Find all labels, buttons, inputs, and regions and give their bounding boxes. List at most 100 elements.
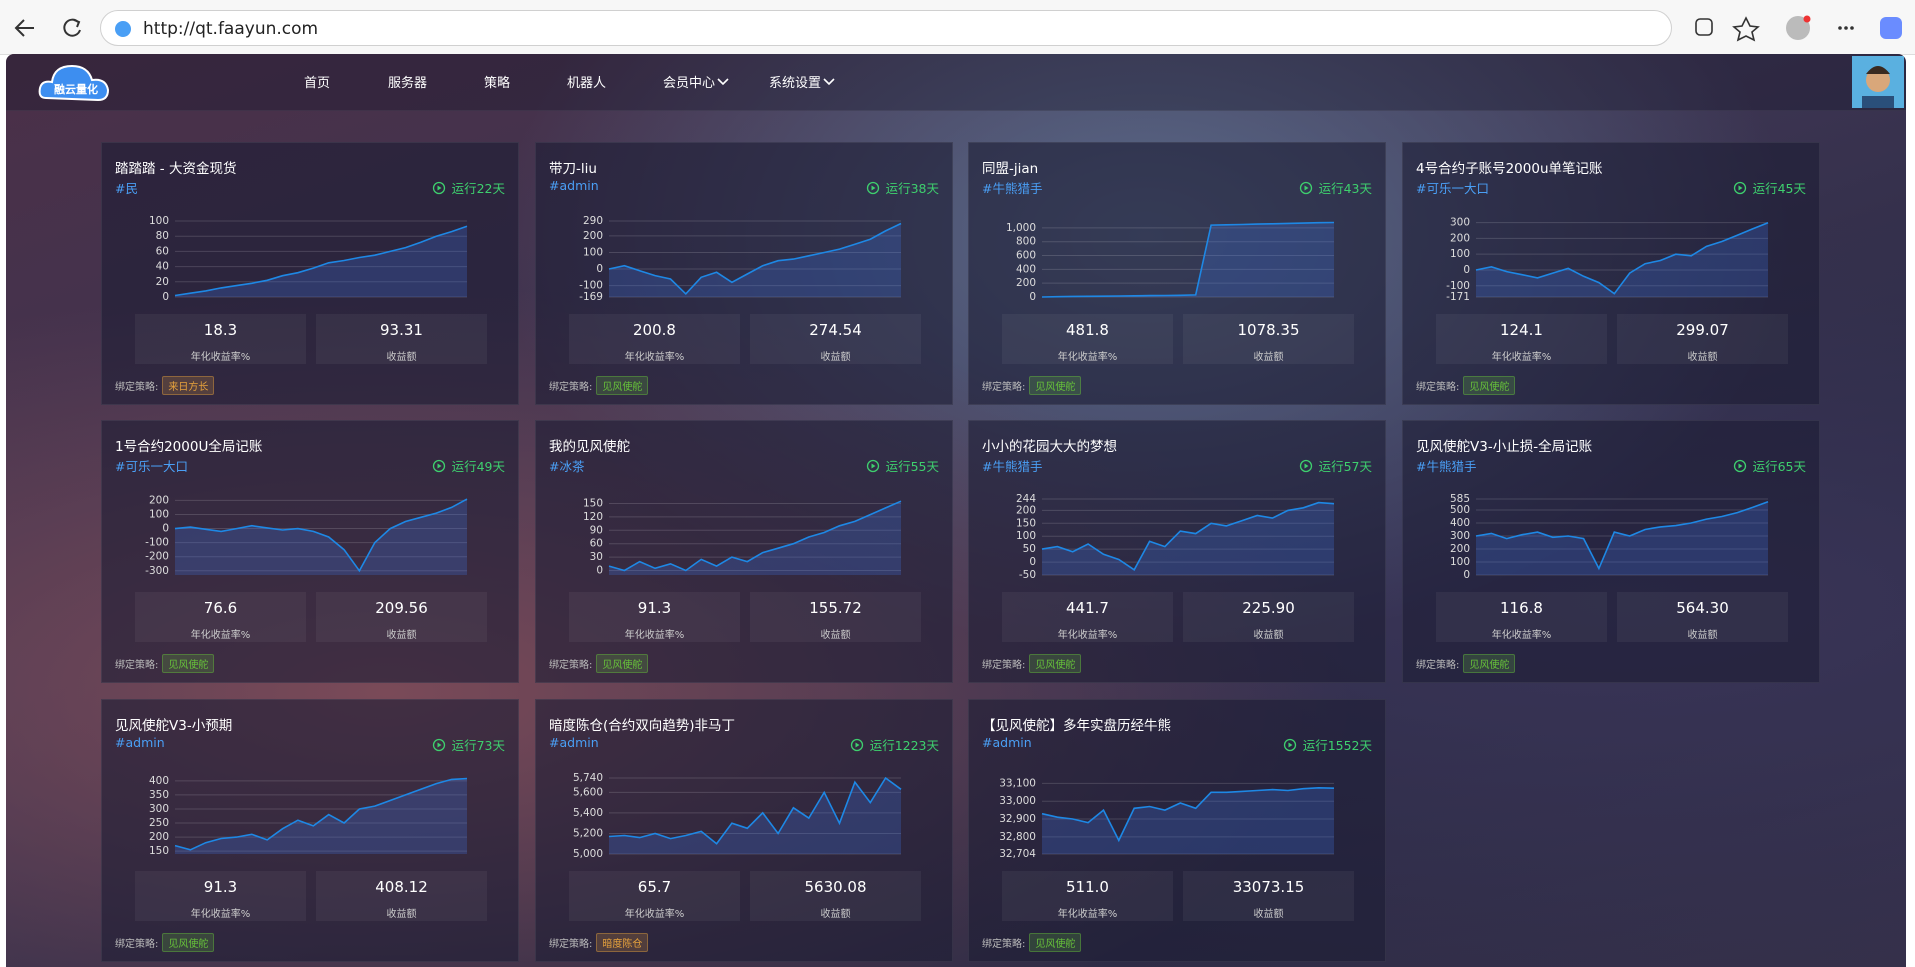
stat-box: 200.8 年化收益率%: [569, 314, 740, 364]
equity-area: [1042, 502, 1334, 575]
y-tick-label: 100: [583, 246, 603, 258]
card-tag: #牛熊猎手: [1416, 459, 1477, 474]
strategy-label: 绑定策略:: [982, 939, 1026, 950]
equity-chart: -171-100 0 100 200 300: [1446, 217, 1769, 303]
equity-line: [174, 225, 468, 297]
nav-item[interactable]: 策略: [484, 76, 511, 91]
url[interactable]: http://qt.faayun.com: [143, 19, 319, 39]
y-tick-label: 5,740: [573, 772, 603, 784]
equity-line: [1041, 221, 1335, 298]
avatar[interactable]: [1852, 56, 1906, 110]
runtime: 运行73天: [432, 735, 505, 754]
y-tick-label: 40: [156, 261, 169, 273]
stat-box: 93.31 收益额: [316, 314, 487, 364]
stat-value: 124.1: [1500, 321, 1543, 339]
runtime: 运行1552天: [1283, 735, 1372, 754]
strategy-line: 绑定策略: 见风使舵: [1416, 654, 1516, 673]
stat-box: 441.7 年化收益率%: [1002, 592, 1173, 642]
nav-item[interactable]: 系统设置: [769, 76, 822, 91]
stat-value: 200.8: [633, 321, 676, 339]
stat-box: 299.07 收益额: [1617, 314, 1788, 364]
icon-play: [1304, 463, 1309, 469]
toolbar-icons[interactable]: [1690, 0, 1910, 54]
stat-label: 收益额: [820, 630, 851, 641]
y-tick-label: 150: [1016, 517, 1036, 529]
strategy-card[interactable]: 同盟-jian #牛熊猎手 运行43天 0 200 400 600 800 1,000 481.8…: [968, 142, 1386, 405]
nav-item[interactable]: 服务器: [388, 76, 428, 91]
strategy-card[interactable]: 4号合约子账号2000u单笔记账 #可乐一大口 运行45天 -171 -100 0 100 2…: [1402, 142, 1820, 405]
equity-area: [1476, 501, 1768, 575]
card-title: 【见风使舵】多年实盘历经牛熊: [982, 718, 1171, 734]
equity-chart: 5,000 5,200 5,400 5,600 5,740: [573, 772, 902, 860]
equity-area: [609, 501, 901, 575]
stat-value: 91.3: [203, 878, 238, 896]
strategy-label: 绑定策略:: [1416, 382, 1460, 393]
equity-line: [1475, 221, 1769, 295]
stat-value: 116.8: [1500, 599, 1543, 617]
y-tick-label: 200: [583, 230, 603, 242]
address-bar[interactable]: http://qt.faayun.com: [100, 10, 1672, 46]
stat-label: 收益额: [1687, 630, 1718, 641]
y-tick-label: 20: [156, 276, 169, 288]
runtime-icon: [1283, 738, 1296, 752]
strategy-card[interactable]: 小小的花园大大的梦想 #牛熊猎手 运行57天 -50 0 50 100 150 200 244 44…: [968, 420, 1386, 683]
strategy-tag: 见风使舵: [162, 933, 215, 952]
y-tick-label: -169: [579, 291, 603, 303]
nav-buttons[interactable]: [0, 0, 90, 54]
stat-box: 91.3 年化收益率%: [135, 871, 306, 921]
strategy-line: 绑定策略: 见风使舵: [115, 654, 215, 673]
stat-box: 408.12 收益额: [316, 871, 487, 921]
stat-value: 76.6: [203, 599, 238, 617]
nav-item[interactable]: 首页: [304, 76, 331, 91]
card-tag: #admin: [549, 735, 599, 750]
stat-box: 5630.08 收益额: [750, 871, 921, 921]
runtime-text: 运行73天: [451, 738, 505, 753]
strategy-card[interactable]: 踏踏踏 - 大资金现货 #民 运行22天 0 20 40 60 80 100 18.3 年化收益率%…: [101, 142, 519, 405]
y-tick-label: 90: [590, 524, 603, 536]
stat-box: 18.3 年化收益率%: [135, 314, 306, 364]
stat-value: 441.7: [1066, 599, 1109, 617]
equity-area: [1042, 787, 1334, 854]
strategy-card[interactable]: 【见风使舵】多年实盘历经牛熊 #admin 运行1552天 32,704 32,800 3…: [968, 699, 1386, 962]
y-tick-label: 0: [1463, 569, 1470, 581]
y-tick-label: -300: [145, 565, 169, 577]
strategy-tag: 见风使舵: [596, 654, 649, 673]
card-title: 踏踏踏 - 大资金现货: [115, 161, 237, 177]
strategy-card[interactable]: 暗度陈仓(合约双向趋势)非马丁 #admin 运行1223天 5,000 5,200 5,…: [535, 699, 953, 962]
app-header: 融云量化 首页 服务器 策略 机器人 会员中心 系统设置: [6, 54, 1906, 111]
y-tick-label: 300: [1450, 530, 1470, 542]
stat-label: 年化收益率%: [1491, 352, 1552, 363]
runtime: 运行38天: [866, 178, 939, 197]
y-tick-label: -200: [145, 551, 169, 563]
strategy-card[interactable]: 见风使舵V3-小预期 #admin 运行73天 150 200 250 300 350 400 9…: [101, 699, 519, 962]
runtime-icon: [432, 181, 445, 195]
y-tick-label: 800: [1016, 236, 1036, 248]
nav-item[interactable]: 会员中心: [663, 76, 716, 91]
runtime-icon: [1733, 459, 1746, 473]
stat-value: 91.3: [637, 599, 672, 617]
stat-box: 1078.35 收益额: [1183, 314, 1354, 364]
strategy-card[interactable]: 带刀-liu #admin 运行38天 -169 -100 0 100 200 290 200.8…: [535, 142, 953, 405]
nav-item[interactable]: 机器人: [567, 76, 607, 91]
y-tick-label: 400: [1016, 263, 1036, 275]
stat-box: 481.8 年化收益率%: [1002, 314, 1173, 364]
logo[interactable]: 融云量化: [38, 58, 118, 108]
runtime: 运行43天: [1299, 178, 1372, 197]
runtime-text: 运行45天: [1752, 181, 1806, 196]
icon-play: [1288, 742, 1293, 748]
strategy-card[interactable]: 见风使舵V3-小止损-全局记账 #牛熊猎手 运行65天 0 100 200 300 400 50…: [1402, 420, 1820, 683]
strategy-line: 绑定策略: 见风使舵: [115, 933, 215, 952]
equity-area: [175, 226, 467, 297]
strategy-card[interactable]: 我的见风使舵 #冰茶 运行55天 0 30 60 90 120 150 91.3 年化收益率% 155…: [535, 420, 953, 683]
runtime-icon: [1733, 181, 1746, 195]
y-tick-label: 300: [149, 803, 169, 815]
strategy-tag: 见风使舵: [1463, 376, 1516, 395]
icon-play: [437, 742, 442, 748]
strategy-card[interactable]: 1号合约2000U全局记账 #可乐一大口 运行49天 -300 -200 -100 0 100…: [101, 420, 519, 683]
equity-line: [174, 777, 468, 851]
icon-circle: [1299, 181, 1312, 195]
dropdown-icon: [823, 78, 835, 86]
stat-label: 收益额: [1253, 352, 1284, 363]
strategy-line: 绑定策略: 见风使舵: [1416, 376, 1516, 395]
